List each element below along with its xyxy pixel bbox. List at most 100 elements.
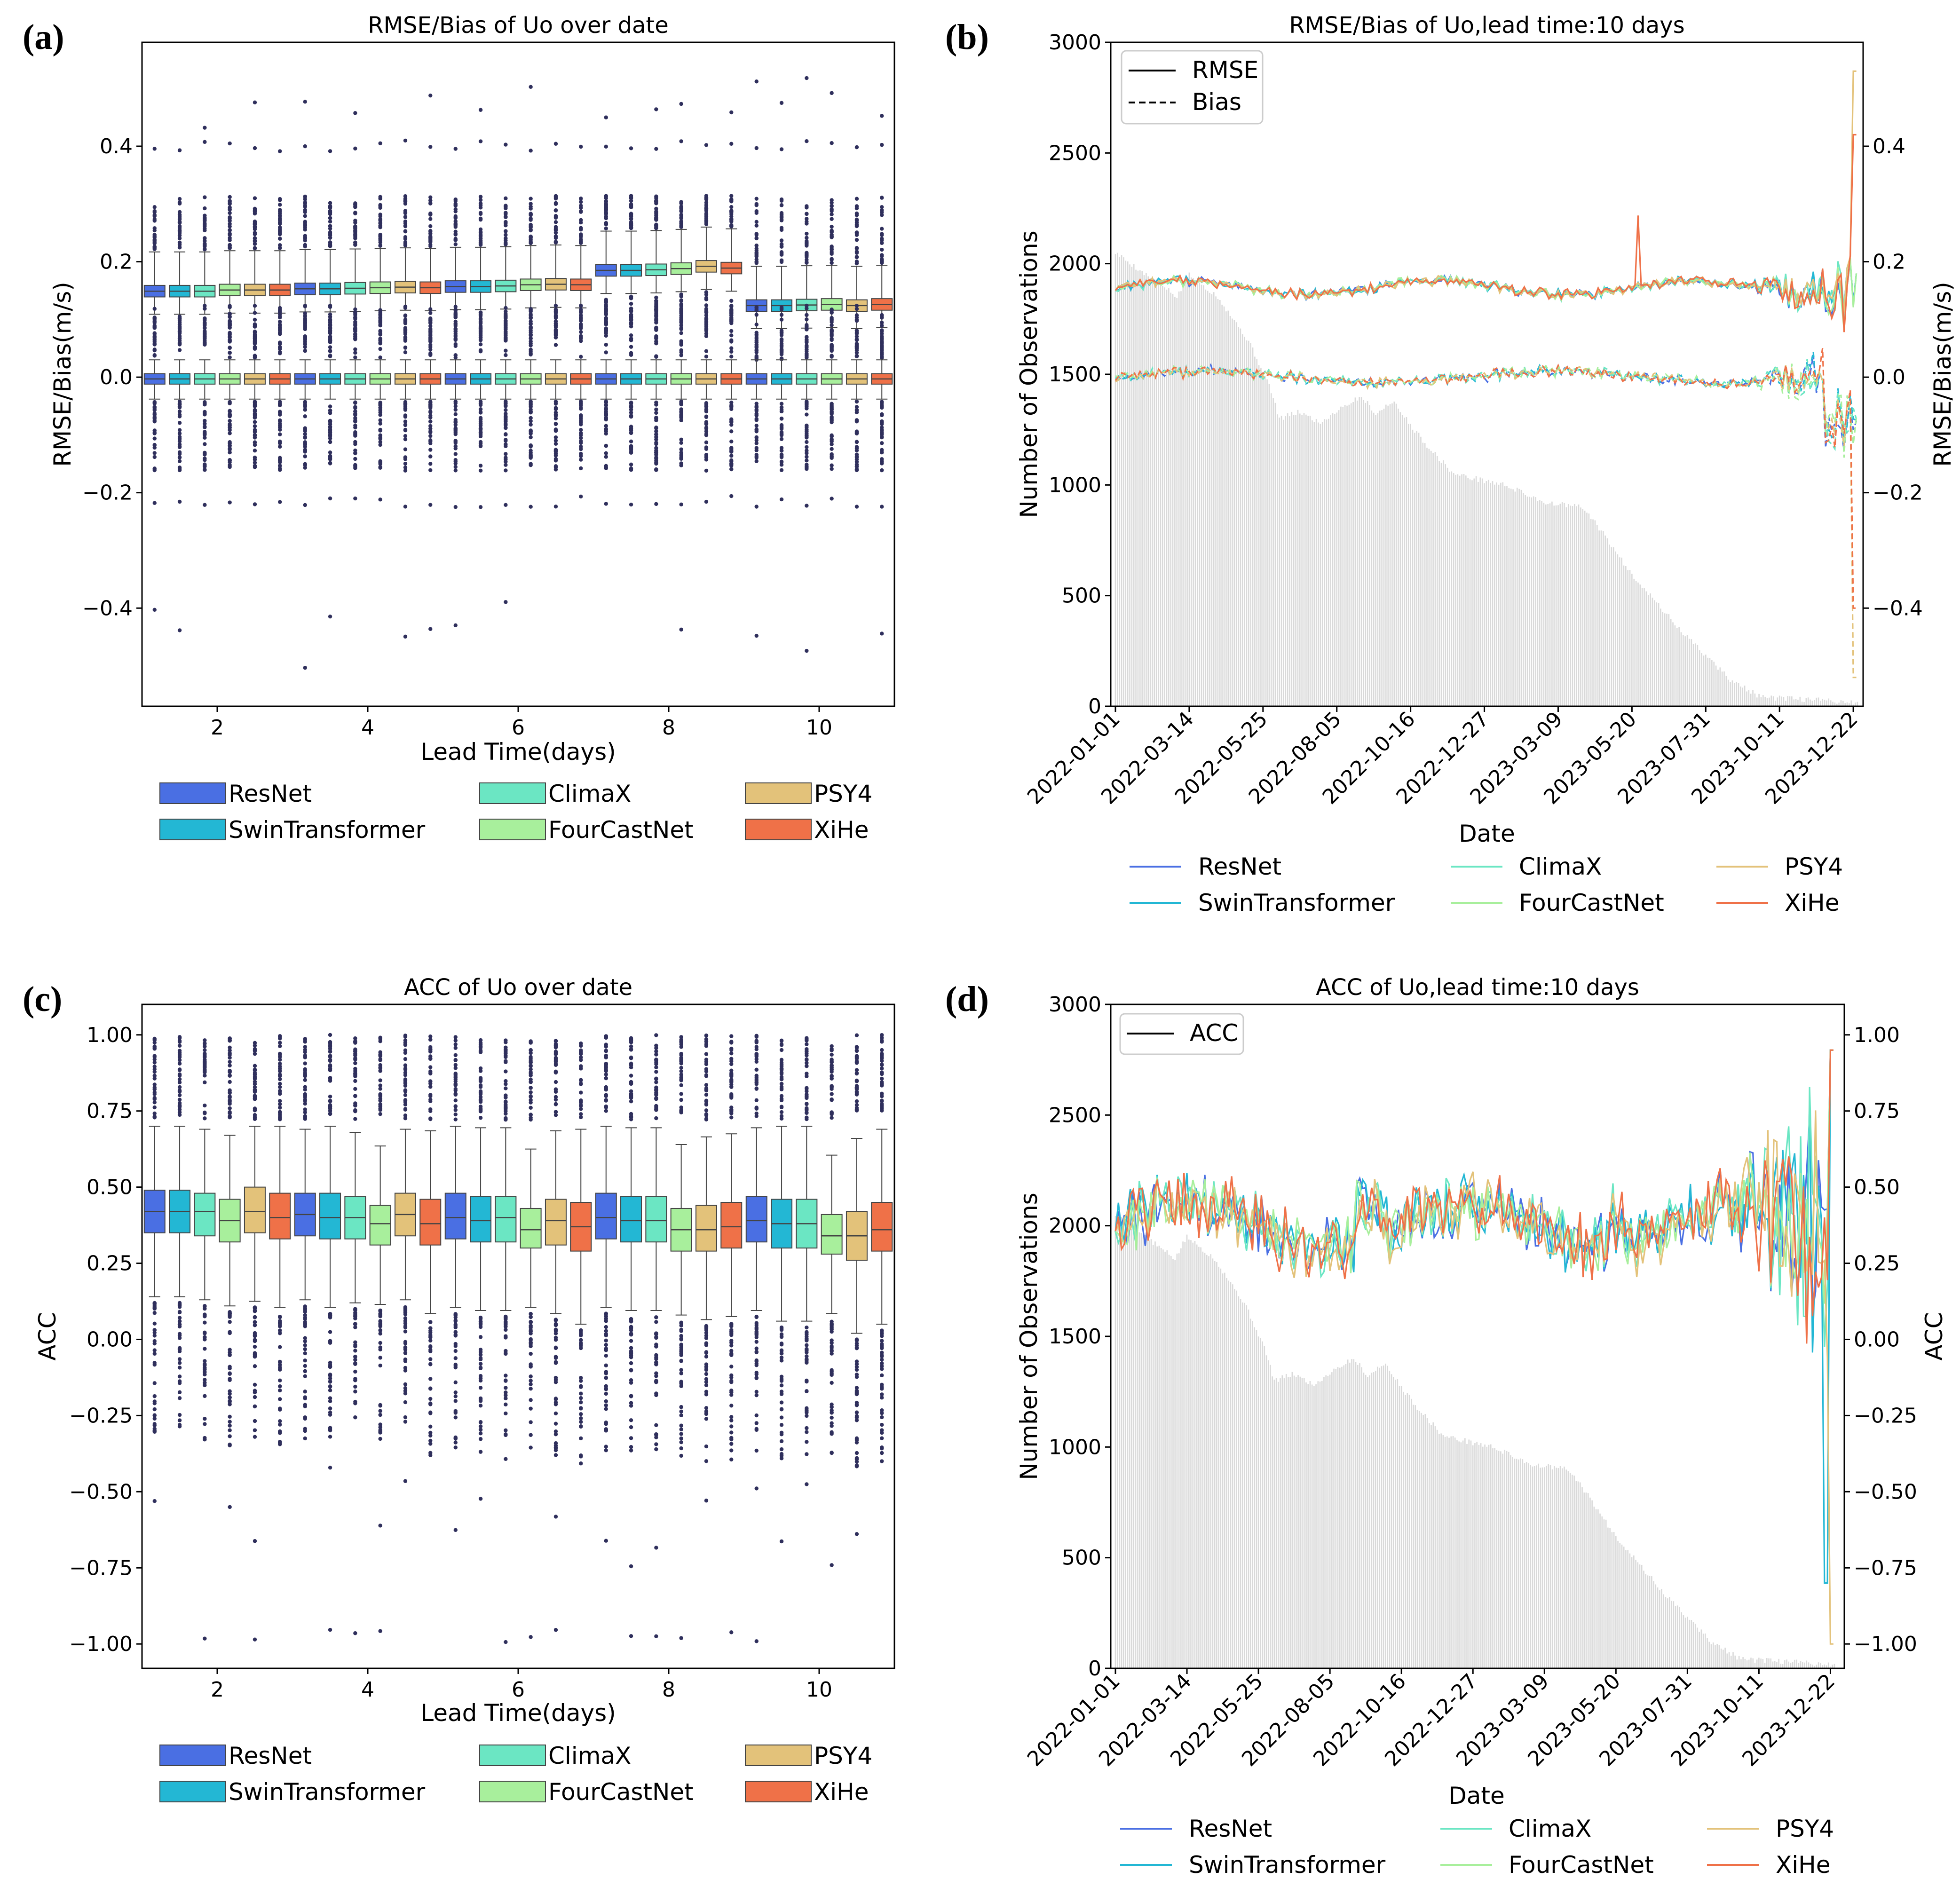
outlier-point [729,1424,734,1429]
outlier-point [378,1413,382,1417]
outlier-point [504,1103,508,1107]
outlier-point [504,1378,508,1382]
outlier-point [303,1351,307,1356]
outlier-point [679,1061,683,1066]
outlier-point [679,331,683,335]
outlier-point [253,420,257,424]
outlier-point [453,1312,458,1316]
outlier-point [529,422,533,427]
outlier-point [478,1116,483,1120]
outlier-point [754,211,759,215]
outlier-point [729,461,734,466]
legend-label-swintransformer: SwinTransformer [229,816,426,844]
outlier-point [228,1443,232,1448]
outlier-point [478,1083,483,1088]
outlier-point [378,330,382,334]
outlier-point [378,1092,382,1097]
outlier-point [152,354,157,358]
outlier-point [253,465,257,469]
outlier-point [529,85,533,89]
outlier-point [779,226,784,230]
outlier-point [679,1405,683,1409]
outlier-point [529,1086,533,1090]
outlier-point [880,432,884,437]
outlier-point [654,1546,658,1550]
outlier-point [805,445,809,449]
outlier-point [529,315,533,320]
outlier-point [403,1400,408,1405]
outlier-point [654,1058,658,1062]
outlier-point [428,333,433,338]
outlier-point [604,350,608,355]
outlier-point [428,1079,433,1083]
outlier-point [278,310,282,315]
outlier-point [754,333,759,337]
outlier-point [253,1073,257,1077]
outlier-point [328,1033,332,1037]
outlier-point [278,1388,282,1393]
outlier-point [378,141,382,145]
outlier-point [805,217,809,221]
outlier-point [830,447,834,451]
outlier-point [504,314,508,318]
outlier-point [303,462,307,466]
outlier-point [654,1332,658,1336]
outlier-point [228,1505,232,1509]
outlier-point [504,1432,508,1437]
outlier-point [378,316,382,320]
outlier-point [378,1112,382,1116]
outlier-point [604,1353,608,1358]
box-resnet [595,1192,617,1240]
outlier-point [729,1333,734,1337]
outlier-point [152,1334,157,1338]
outlier-point [504,600,508,604]
outlier-point [278,1055,282,1059]
y-tick-label-a: −0.2 [82,481,133,505]
outlier-point [177,339,182,343]
outlier-point [303,1336,307,1340]
outlier-point [378,1052,382,1057]
outlier-point [453,408,458,412]
outlier-point [428,1048,433,1052]
outlier-point [428,404,433,409]
outlier-point [428,503,433,507]
outlier-point [203,242,207,246]
outlier-point [553,1453,558,1457]
outlier-point [428,338,433,342]
outlier-point [403,465,408,470]
outlier-point [754,1346,759,1350]
outlier-point [478,422,483,426]
outlier-point [228,1330,232,1334]
outlier-point [529,1374,533,1379]
outlier-point [428,468,433,473]
boxplot-area-c [143,1033,893,1644]
outlier-point [754,424,759,428]
outlier-point [453,1390,458,1395]
outlier-point [177,197,182,201]
outlier-point [504,408,508,412]
outlier-point [629,318,633,323]
outlier-point [754,1390,759,1394]
outlier-point [529,1077,533,1082]
outlier-point [177,1043,182,1048]
outlier-point [704,1406,709,1410]
outlier-point [779,468,784,473]
outlier-point [203,1051,207,1056]
outlier-point [553,407,558,411]
panel-label-a: (a) [23,17,64,57]
outlier-point [328,450,332,455]
outlier-point [629,345,633,349]
outlier-point [854,261,859,266]
outlier-point [604,322,608,326]
outlier-point [152,319,157,324]
outlier-point [303,345,307,349]
outlier-point [177,1097,182,1102]
outlier-point [328,320,332,324]
outlier-point [679,1045,683,1049]
outlier-point [228,431,232,435]
x-tick-label-a: 10 [806,716,832,740]
outlier-point [529,1090,533,1095]
outlier-point [353,221,357,225]
outlier-point [403,1312,408,1317]
outlier-point [228,351,232,355]
